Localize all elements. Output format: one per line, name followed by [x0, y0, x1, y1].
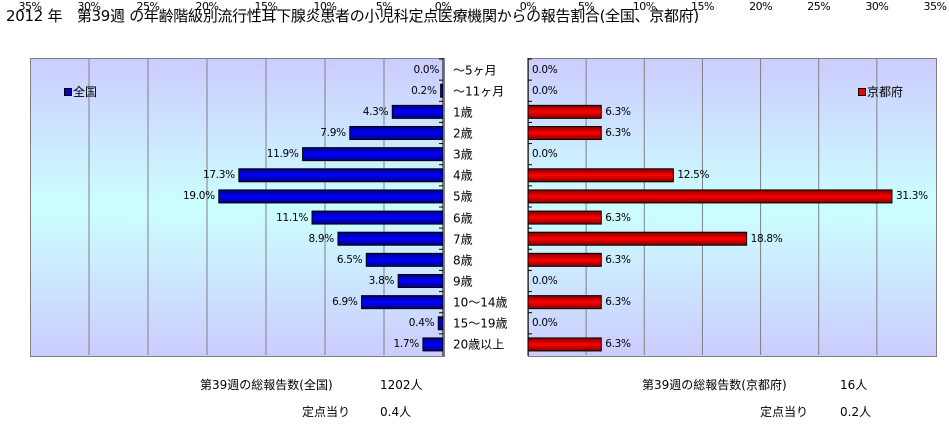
kyoto-data-label: 6.3% — [605, 338, 631, 351]
legend-national-label: 全国 — [73, 85, 98, 99]
national-data-label: 0.4% — [408, 317, 435, 330]
right-x-tick-label: 20% — [749, 0, 773, 13]
national-bar — [361, 295, 444, 310]
kyoto-data-label: 6.3% — [605, 127, 631, 139]
kyoto-bar — [527, 231, 748, 246]
right-x-tick-label: 30% — [865, 0, 889, 13]
national-bar — [437, 316, 444, 331]
footer-left-per-label: 定点当り — [302, 405, 351, 419]
national-data-label: 3.8% — [368, 275, 395, 287]
national-data-label: 8.9% — [308, 232, 334, 245]
footer-left-total-label: 第39週の総報告数(全国) — [200, 378, 333, 392]
chart-title: 2012 年 第39週 の年齢階級別流行性耳下腺炎患者の小児科定点医療機関からの… — [6, 7, 699, 25]
kyoto-data-label: 6.3% — [605, 105, 631, 118]
national-bar — [397, 274, 444, 288]
kyoto-data-label: 18.8% — [750, 232, 783, 245]
national-data-label: 11.1% — [276, 211, 309, 224]
category-label: 5歳 — [453, 189, 473, 204]
category-label: 6歳 — [453, 211, 473, 226]
kyoto-data-label: 31.3% — [895, 190, 928, 203]
national-data-label: 11.9% — [266, 148, 299, 161]
national-bar — [311, 210, 444, 225]
left-x-tick-label: 5% — [375, 0, 393, 13]
kyoto-bar — [527, 295, 602, 310]
category-label: 7歳 — [453, 232, 473, 247]
category-label: 3歳 — [453, 147, 473, 162]
right-x-tick-label: 10% — [632, 0, 656, 13]
national-bar — [391, 104, 444, 119]
national-bar — [238, 168, 444, 183]
category-label: 2歳 — [453, 126, 473, 141]
right-x-tick-label: 5% — [577, 0, 595, 13]
national-bar — [337, 231, 444, 246]
national-bar — [422, 337, 444, 352]
national-data-label: 0.0% — [413, 63, 440, 76]
national-bar — [302, 147, 444, 162]
category-label: 1歳 — [453, 105, 473, 120]
national-data-label: 1.7% — [393, 338, 419, 351]
kyoto-data-label: 0.0% — [532, 148, 558, 161]
kyoto-data-label: 0.0% — [532, 317, 558, 330]
national-bar — [365, 252, 444, 267]
left-x-tick-label: 35% — [18, 0, 42, 13]
footer-right-total-label: 第39週の総報告数(京都府) — [642, 378, 787, 392]
category-label: 20歳以上 — [453, 337, 505, 352]
category-label: ～11ヶ月 — [453, 84, 505, 99]
category-label: 9歳 — [453, 274, 473, 289]
national-data-label: 4.3% — [362, 105, 389, 118]
footer-left-per-value: 0.4人 — [380, 405, 412, 419]
kyoto-bar — [527, 126, 602, 140]
footer-right-total-value: 16人 — [840, 378, 868, 392]
kyoto-data-label: 6.3% — [605, 253, 631, 266]
legend-kyoto: 京都府 — [858, 83, 903, 100]
footer-right-per-label: 定点当り — [760, 405, 809, 419]
kyoto-data-label: 6.3% — [605, 296, 631, 309]
left-x-tick-label: 0% — [434, 0, 452, 13]
kyoto-bar — [527, 168, 674, 183]
kyoto-data-label: 0.0% — [532, 63, 558, 76]
kyoto-bar — [527, 104, 602, 119]
national-data-label: 0.2% — [411, 84, 437, 97]
kyoto-data-label: 6.3% — [605, 211, 631, 224]
footer-left-total-value: 1202人 — [380, 378, 423, 392]
national-data-label: 7.9% — [320, 127, 346, 139]
kyoto-data-label: 0.0% — [532, 275, 558, 287]
right-x-tick-label: 35% — [923, 0, 947, 13]
category-label: ～5ヶ月 — [453, 63, 497, 78]
national-data-label: 6.9% — [332, 296, 358, 309]
left-x-tick-label: 30% — [77, 0, 101, 13]
kyoto-data-label: 0.0% — [532, 84, 558, 97]
kyoto-bar — [527, 337, 602, 352]
category-label: 8歳 — [453, 253, 473, 268]
left-x-tick-label: 10% — [313, 0, 337, 13]
right-x-tick-label: 15% — [690, 0, 714, 13]
left-x-tick-label: 20% — [195, 0, 219, 13]
right-x-tick-label: 0% — [519, 0, 537, 13]
national-data-label: 6.5% — [336, 253, 363, 266]
legend-kyoto-label: 京都府 — [867, 85, 904, 99]
national-bar — [218, 189, 444, 204]
right-x-tick-label: 25% — [807, 0, 831, 13]
left-x-tick-label: 15% — [254, 0, 278, 13]
footer-right-per-value: 0.2人 — [840, 405, 872, 419]
category-label: 15～19歳 — [453, 316, 508, 331]
national-data-label: 17.3% — [203, 169, 235, 182]
national-data-label: 19.0% — [182, 190, 215, 203]
kyoto-bar — [527, 210, 602, 225]
kyoto-data-label: 12.5% — [677, 169, 710, 182]
kyoto-bar — [527, 252, 602, 267]
kyoto-bar — [527, 189, 893, 204]
national-bar — [349, 126, 444, 140]
left-x-tick-label: 25% — [136, 0, 160, 13]
category-label: 4歳 — [453, 168, 473, 183]
category-label: 10～14歳 — [453, 295, 508, 310]
legend-national: 全国 — [64, 83, 97, 100]
